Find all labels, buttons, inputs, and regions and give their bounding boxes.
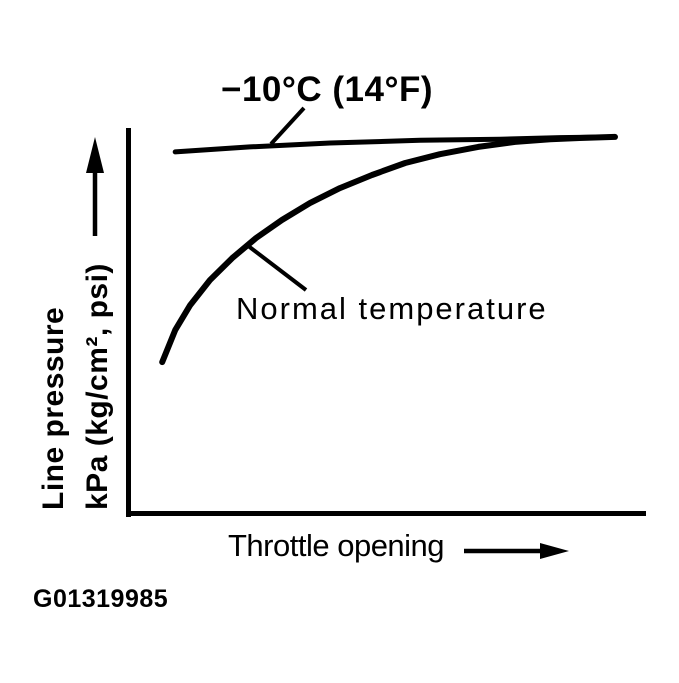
normal-temp-annotation: Normal temperature — [236, 291, 548, 326]
figure-id-code: G01319985 — [33, 585, 169, 613]
cold-temp-annotation: −10°C (14°F) — [221, 70, 433, 109]
normal-temperature-curve — [159, 133, 618, 366]
x-axis-title: Throttle opening — [228, 528, 445, 563]
y-axis-title-line1: Line pressure — [37, 306, 70, 510]
arrow-up-icon — [86, 137, 104, 236]
arrow-right-icon — [464, 543, 569, 559]
y-axis-title: Line pressure kPa (kg/cm², psi) — [32, 230, 124, 516]
cold-temp-leader-line — [269, 106, 306, 146]
y-axis-title-line2: kPa (kg/cm², psi) — [81, 263, 114, 510]
normal-temp-leader-line — [245, 243, 308, 292]
